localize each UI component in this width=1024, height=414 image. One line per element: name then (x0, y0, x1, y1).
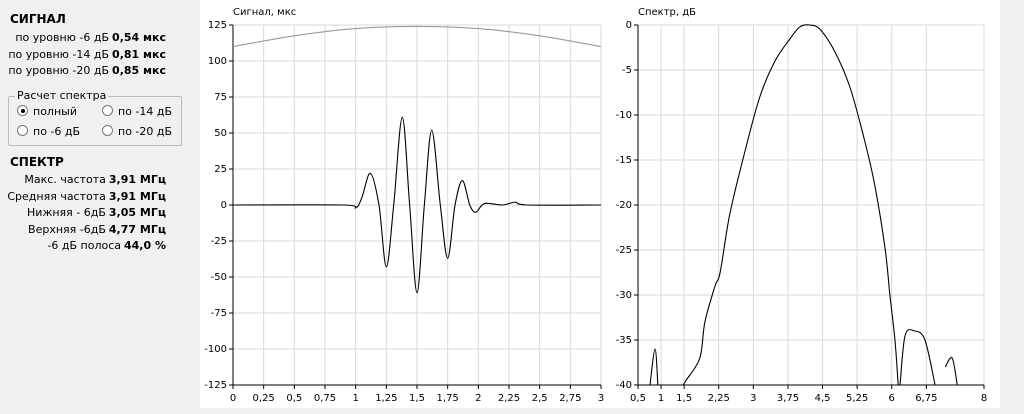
info-label: по уровню -6 дБ (15, 31, 110, 44)
y-tick-label: 125 (208, 20, 227, 31)
y-tick-label: 0 (626, 20, 632, 31)
y-tick-label: -125 (204, 380, 227, 391)
y-tick-label: -25 (211, 236, 227, 247)
info-label: Верхняя -6дБ (28, 222, 106, 236)
radio-option[interactable]: по -20 дБ (102, 125, 172, 138)
y-tick-label: -75 (211, 308, 227, 319)
x-tick-label: 0,5 (630, 393, 646, 404)
radio-option[interactable]: по -14 дБ (102, 105, 172, 118)
x-tick-label: 2 (475, 393, 481, 404)
info-label: Средняя частота (7, 189, 106, 203)
info-row: Средняя частота 3,91 МГц (7, 190, 166, 203)
x-tick-label: 2,5 (532, 393, 548, 404)
radio-option[interactable]: полный (17, 105, 77, 118)
info-value: 3,91 МГц (108, 189, 166, 203)
chart-background (605, 0, 1000, 408)
chart-title: Сигнал, мкс (233, 7, 296, 18)
x-tick-label: 2,25 (708, 393, 730, 404)
side-panel: СИГНАЛ Расчет спектра полный по -14 дБ по … (0, 0, 198, 414)
info-value: 3,91 МГц (108, 173, 166, 186)
x-tick-label: 1,5 (409, 393, 425, 404)
radio-button[interactable] (17, 125, 28, 136)
y-tick-label: -40 (616, 380, 632, 391)
x-tick-label: 5,25 (846, 393, 868, 404)
x-tick-label: 8 (981, 393, 987, 404)
y-tick-label: 75 (214, 92, 227, 103)
radio-button[interactable] (102, 125, 113, 136)
info-row: Верхняя -6дБ 4,77 МГц (28, 223, 166, 236)
x-tick-label: 0 (230, 393, 236, 404)
spectrum-title: СПЕКТР (10, 155, 64, 169)
x-tick-label: 1,25 (375, 393, 397, 404)
x-tick-label: 0,25 (253, 393, 275, 404)
x-tick-label: 3 (598, 393, 604, 404)
info-row: по уровню -14 дБ 0,81 мкс (8, 48, 166, 61)
x-tick-label: 4,5 (815, 393, 831, 404)
x-tick-label: 1 (658, 393, 664, 404)
x-tick-label: 0,5 (286, 393, 302, 404)
info-row: по уровню -6 дБ 0,54 мкс (15, 31, 166, 44)
info-value: 3,05 МГц (108, 206, 166, 219)
y-tick-label: -35 (616, 335, 632, 346)
x-tick-label: 1,75 (437, 393, 459, 404)
info-row: -6 дБ полоса 44,0 % (47, 239, 166, 252)
radio-label: по -6 дБ (33, 125, 81, 138)
y-tick-label: -25 (616, 245, 632, 256)
x-tick-label: 1,5 (676, 393, 692, 404)
signal-line (232, 116, 602, 294)
y-tick-label: -5 (622, 65, 632, 76)
chart-title: Спектр, дБ (638, 7, 696, 18)
x-tick-label: 0,75 (314, 393, 336, 404)
signal-title: СИГНАЛ (10, 12, 66, 26)
y-tick-label: 50 (214, 128, 227, 139)
info-row: Нижняя - 6дБ 3,05 МГц (27, 206, 166, 219)
info-label: по уровню -14 дБ (8, 47, 110, 61)
y-tick-label: 100 (208, 56, 227, 67)
signal-line (232, 25, 602, 48)
radio-button[interactable] (102, 105, 113, 116)
info-row: Макс. частота 3,91 МГц (24, 173, 166, 186)
y-tick-label: 25 (214, 164, 227, 175)
radio-option[interactable]: по -6 дБ (17, 125, 80, 138)
info-row: по уровню -20 дБ 0,85 мкс (8, 64, 166, 77)
chart-background (200, 0, 605, 408)
info-value: 0,85 мкс (112, 64, 166, 77)
radio-label: по -20 дБ (118, 125, 173, 138)
info-label: Макс. частота (24, 173, 106, 186)
y-tick-label: 0 (221, 200, 227, 211)
y-tick-label: -30 (616, 290, 632, 301)
y-tick-label: -10 (616, 110, 632, 121)
info-label: -6 дБ полоса (47, 239, 121, 252)
x-tick-label: 6,75 (915, 393, 937, 404)
y-tick-label: -20 (616, 200, 632, 211)
group-title: Расчет спектра (15, 89, 109, 102)
x-tick-label: 1 (352, 393, 358, 404)
x-tick-label: 3,75 (777, 393, 799, 404)
info-value: 0,54 мкс (112, 31, 166, 44)
info-value: 44,0 % (124, 239, 166, 252)
spectrum-mode-group: Расчет спектра полный по -14 дБ по -6 дБ по… (8, 89, 182, 146)
y-tick-label: -50 (211, 272, 227, 283)
radio-label: по -14 дБ (118, 105, 173, 118)
info-value: 4,77 МГц (108, 222, 166, 236)
y-tick-label: -100 (204, 344, 227, 355)
x-tick-label: 6 (889, 393, 895, 404)
x-tick-label: 3 (750, 393, 756, 404)
info-value: 0,81 мкс (112, 47, 166, 61)
signal-line (649, 24, 958, 386)
radio-button[interactable] (17, 105, 28, 116)
x-tick-label: 2,75 (559, 393, 581, 404)
y-tick-label: -15 (616, 155, 632, 166)
radio-label: полный (33, 105, 77, 118)
x-tick-label: 2,25 (498, 393, 520, 404)
info-label: Нижняя - 6дБ (27, 206, 106, 219)
info-label: по уровню -20 дБ (8, 64, 110, 77)
